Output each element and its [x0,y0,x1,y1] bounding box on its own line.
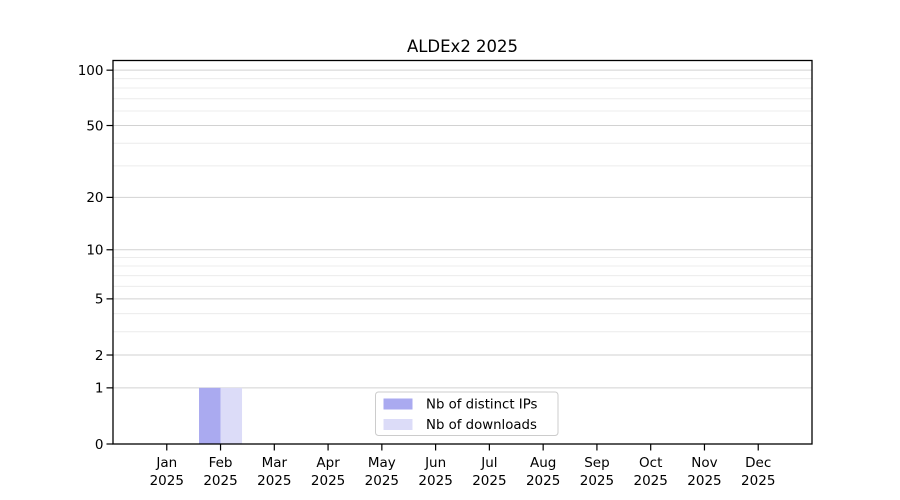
x-tick-label: Apr 2025 [311,455,345,489]
x-tick-label: Nov 2025 [687,455,721,489]
y-tick-label: 50 [86,118,103,134]
axis-tick-labels: 0 1 2 5 10 20 50 100 Jan 2025 Feb 2025 Mar 2025 Apr 202… [78,63,776,489]
major-gridlines [113,69,812,389]
y-tick-label: 1 [95,381,104,397]
bar-downloads [220,387,243,444]
x-tick-label: Mar 2025 [257,455,291,489]
axes-frame [112,59,813,445]
x-tick-label: Sep 2025 [580,455,614,489]
y-tick-label: 2 [95,348,104,364]
y-tick-label: 10 [86,243,103,259]
x-tick-label: May 2025 [365,455,399,489]
x-tick-label: Aug 2025 [526,455,560,489]
chart-title: ALDEx2 2025 [407,37,518,56]
legend-box [375,391,559,436]
legend-swatch-distinct-ips [383,398,413,410]
legend-label-distinct-ips: Nb of distinct IPs [426,398,538,413]
x-tick-label: Oct 2025 [634,455,668,489]
y-tick-label: 100 [78,63,104,79]
x-tick-label: Jun 2025 [418,455,452,489]
legend-label-downloads: Nb of downloads [426,418,537,433]
x-tick-label: Jul 2025 [472,455,506,489]
legend-swatch-downloads [383,419,413,430]
axis-ticks [106,69,759,451]
bars [199,387,243,444]
plot-border [112,59,813,445]
bar-distinct-ips [199,387,221,444]
legend: Nb of distinct IPs Nb of downloads [375,391,559,436]
minor-gridlines [113,78,812,333]
y-tick-label: 20 [86,190,103,206]
x-tick-label: Dec 2025 [741,455,775,489]
x-tick-label: Jan 2025 [150,455,184,489]
y-tick-label: 5 [95,292,104,308]
y-tick-label: 0 [95,437,104,453]
x-tick-label: Feb 2025 [203,455,237,489]
